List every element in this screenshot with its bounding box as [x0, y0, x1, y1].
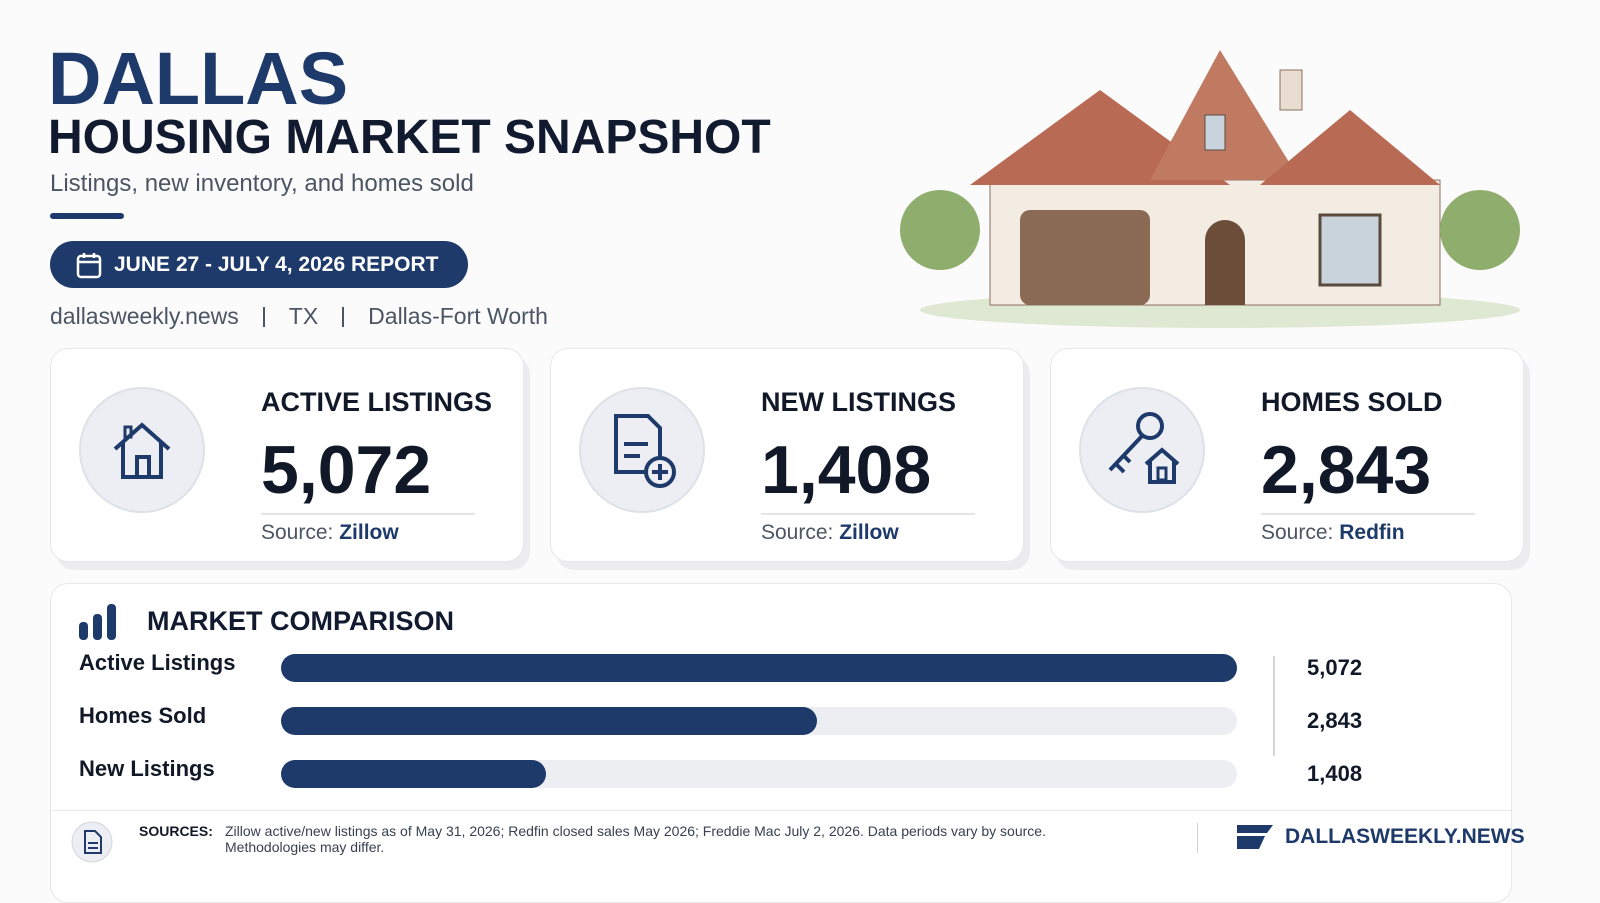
- separator: [342, 306, 345, 327]
- stat-card: NEW LISTINGS 1,408 Source: Zillow: [550, 348, 1024, 562]
- comparison-title: MARKET COMPARISON: [147, 606, 454, 636]
- value-label: 1,408: [1307, 761, 1363, 786]
- stat-icon: [1079, 387, 1205, 513]
- source-prefix: Source:: [1261, 521, 1334, 544]
- divider: [1197, 823, 1198, 853]
- footer: SOURCES: Zillow active/new listings as o…: [51, 810, 1525, 900]
- meta-site: dallasweekly.news: [50, 303, 239, 329]
- subtitle: HOUSING MARKET SNAPSHOT: [48, 111, 771, 164]
- stat-source: Source: Redfin: [1261, 521, 1405, 545]
- source-name: Redfin: [1339, 521, 1405, 544]
- bar-label: Active Listings: [79, 650, 236, 675]
- stat-icon: [579, 387, 705, 513]
- source-name: Zillow: [839, 521, 899, 544]
- value-label: 5,072: [1307, 655, 1363, 680]
- stat-label: ACTIVE LISTINGS: [261, 387, 493, 417]
- bar-label: New Listings: [79, 756, 215, 781]
- brand-logo: [1237, 825, 1273, 849]
- chart-icon: [79, 604, 116, 640]
- document-icon: [71, 821, 113, 863]
- stat-source: Source: Zillow: [261, 521, 399, 545]
- title: DALLAS: [48, 37, 349, 120]
- report-badge: JUNE 27 - JULY 4, 2026 REPORT: [50, 241, 468, 288]
- stat-value: 2,843: [1261, 431, 1475, 515]
- source-prefix: Source:: [261, 521, 334, 544]
- comparison-panel: MARKET COMPARISON Active Listings 5,072 Ho…: [50, 583, 1525, 903]
- report-dates: JUNE 27 - JULY 4, 2026 REPORT: [114, 252, 439, 276]
- bar-track: [281, 654, 1237, 682]
- sources-label: SOURCES:: [139, 823, 213, 839]
- bar-label: Homes Sold: [79, 703, 207, 728]
- source-prefix: Source:: [761, 521, 834, 544]
- stat-label: HOMES SOLD: [1261, 387, 1443, 417]
- stat-source: Source: Zillow: [761, 521, 899, 545]
- meta-state: TX: [288, 303, 319, 329]
- stat-label: NEW LISTINGS: [761, 387, 956, 417]
- bar: [281, 654, 1237, 682]
- separator: [262, 306, 265, 327]
- divider: [1273, 656, 1275, 756]
- bar-track: [281, 760, 1237, 788]
- value-label: 2,843: [1307, 708, 1363, 733]
- brand: DALLASWEEKLY.NEWS: [1285, 825, 1525, 848]
- calendar-icon: [76, 252, 102, 278]
- tagline: Listings, new inventory, and homes sold: [50, 170, 474, 197]
- stat-value: 5,072: [261, 431, 475, 515]
- stat-card: ACTIVE LISTINGS 5,072 Source: Zillow: [50, 348, 524, 562]
- meta-region: Dallas-Fort Worth: [368, 303, 548, 329]
- stat-card: HOMES SOLD 2,843 Source: Redfin: [1050, 348, 1524, 562]
- stat-value: 1,408: [761, 431, 975, 515]
- source-name: Zillow: [339, 521, 399, 544]
- stat-icon: [79, 387, 205, 513]
- house-illustration: [900, 50, 1520, 328]
- sources-text: Zillow active/new listings as of May 31,…: [225, 823, 1046, 855]
- bar: [281, 707, 817, 735]
- accent-line: [50, 213, 124, 219]
- bar: [281, 760, 547, 788]
- bar-track: [281, 707, 1237, 735]
- meta: dallasweekly.news TX Dallas-Fort Worth: [50, 303, 548, 330]
